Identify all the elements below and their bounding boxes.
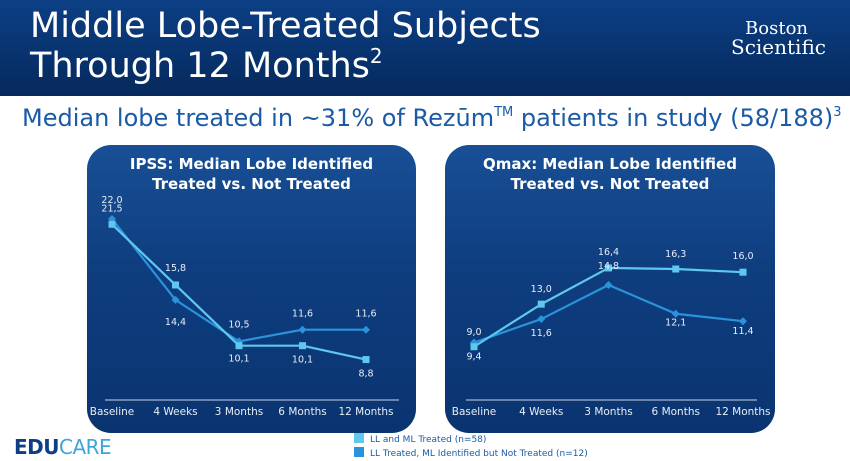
qmax-series-treated-line — [473, 266, 744, 348]
qmax-data-label: 16,3 — [665, 249, 686, 260]
qmax-series-not-treated-line — [473, 283, 744, 344]
qmax-chart-title: Qmax: Median Lobe Identified Treated vs.… — [445, 154, 775, 194]
boston-scientific-logo: Boston Scientific — [716, 18, 826, 59]
brand-line-1: Boston — [745, 18, 808, 39]
ipss-treated-point — [235, 342, 243, 350]
ipss-treated-point — [299, 342, 306, 350]
subtitle-rest: patients in study (58/188) — [513, 104, 834, 132]
qmax-chart-panel: Qmax: Median Lobe Identified Treated vs.… — [445, 145, 775, 433]
qmax-data-label: 11,6 — [531, 328, 552, 339]
legend-label-not-treated: LL Treated, ML Identified but Not Treate… — [370, 449, 588, 459]
ipss-data-label: 8,8 — [358, 369, 373, 380]
ipss-category-label: Baseline — [90, 406, 135, 418]
ipss-not-treated-point — [171, 295, 180, 304]
qmax-data-label: 16,4 — [598, 247, 619, 258]
qmax-title-line-1: Qmax: Median Lobe Identified — [483, 155, 737, 173]
ipss-data-label: 11,6 — [355, 309, 376, 320]
title-banner: Middle Lobe-Treated Subjects Through 12 … — [0, 0, 850, 96]
subtitle-main: Median lobe treated in ~31% of Rezūm — [22, 104, 495, 132]
ipss-not-treated-point — [362, 325, 370, 334]
ipss-title-line-2: Treated vs. Not Treated — [152, 175, 351, 193]
ipss-category-label: 3 Months — [215, 406, 263, 418]
ipss-data-label: 10,1 — [292, 355, 313, 366]
qmax-data-label: 14,8 — [598, 261, 619, 272]
qmax-treated-point — [739, 268, 747, 276]
qmax-not-treated-point — [671, 309, 680, 318]
qmax-not-treated-point — [604, 280, 613, 289]
ipss-data-label: 10,1 — [228, 354, 249, 365]
ipss-data-label: 10,5 — [228, 319, 249, 330]
ipss-data-label: 15,8 — [165, 263, 186, 274]
slide-title: Middle Lobe-Treated Subjects Through 12 … — [30, 6, 670, 86]
educare-logo: EDUCARE — [14, 434, 112, 460]
educare-logo-part-2: CARE — [59, 435, 112, 459]
ipss-line-chart: Baseline 4 Weeks 3 Months 6 Months 12 Months… — [90, 195, 399, 418]
qmax-category-label: Baseline — [452, 406, 497, 418]
qmax-data-label: 9,0 — [466, 327, 481, 338]
ipss-treated-point — [108, 220, 116, 228]
legend-item-treated: LL and ML Treated (n=58) — [354, 433, 588, 447]
ipss-data-label: 11,6 — [292, 309, 313, 320]
legend-swatch-treated — [354, 433, 364, 443]
ipss-data-label: 14,4 — [165, 317, 186, 328]
qmax-data-label: 12,1 — [665, 318, 686, 329]
qmax-not-treated-point — [739, 317, 747, 326]
qmax-treated-point — [537, 300, 545, 308]
ipss-treated-point — [362, 356, 370, 364]
title-reference: 2 — [369, 44, 383, 68]
ipss-chart-panel: IPSS: Median Lobe Identified Treated vs.… — [87, 145, 416, 433]
subtitle-reference: 3 — [833, 105, 842, 120]
ipss-title-line-1: IPSS: Median Lobe Identified — [129, 155, 374, 173]
ipss-category-label: 4 Weeks — [153, 406, 197, 418]
qmax-category-label: 4 Weeks — [519, 406, 563, 418]
qmax-treated-point — [470, 343, 478, 351]
ipss-category-label: 12 Months — [338, 406, 393, 418]
qmax-category-label: 6 Months — [652, 406, 700, 418]
qmax-category-label: 12 Months — [715, 406, 770, 418]
title-line-1: Middle Lobe-Treated Subjects — [30, 6, 541, 46]
ipss-chart-title: IPSS: Median Lobe Identified Treated vs.… — [87, 154, 416, 194]
legend-item-not-treated: LL Treated, ML Identified but Not Treate… — [354, 447, 588, 461]
qmax-category-label: 3 Months — [584, 406, 632, 418]
ipss-data-label: 22,0 — [101, 195, 122, 206]
trademark-mark: TM — [494, 105, 514, 120]
qmax-data-label: 11,4 — [732, 326, 753, 337]
qmax-data-label: 16,0 — [732, 251, 753, 262]
slide-subtitle: Median lobe treated in ~31% of RezūmTM p… — [22, 103, 842, 133]
qmax-data-label: 9,4 — [466, 351, 481, 362]
legend-label-treated: LL and ML Treated (n=58) — [370, 435, 487, 445]
qmax-treated-point — [605, 264, 612, 272]
ipss-category-label: 6 Months — [278, 406, 326, 418]
qmax-title-line-2: Treated vs. Not Treated — [510, 175, 710, 193]
qmax-line-chart: Baseline 4 Weeks 3 Months 6 Months 12 Months… — [452, 247, 771, 418]
chart-legend: LL and ML Treated (n=58) LL Treated, ML … — [354, 433, 588, 461]
ipss-not-treated-point — [298, 325, 307, 334]
educare-logo-part-1: EDU — [14, 435, 60, 459]
legend-swatch-not-treated — [354, 447, 364, 457]
qmax-not-treated-point — [537, 315, 546, 324]
title-line-2: Through 12 Months — [30, 46, 370, 86]
qmax-treated-point — [672, 265, 680, 273]
ipss-data-label: 21,5 — [101, 203, 122, 214]
brand-line-2: Scientific — [731, 35, 826, 59]
ipss-treated-point — [172, 281, 179, 289]
qmax-data-label: 13,0 — [531, 284, 552, 295]
